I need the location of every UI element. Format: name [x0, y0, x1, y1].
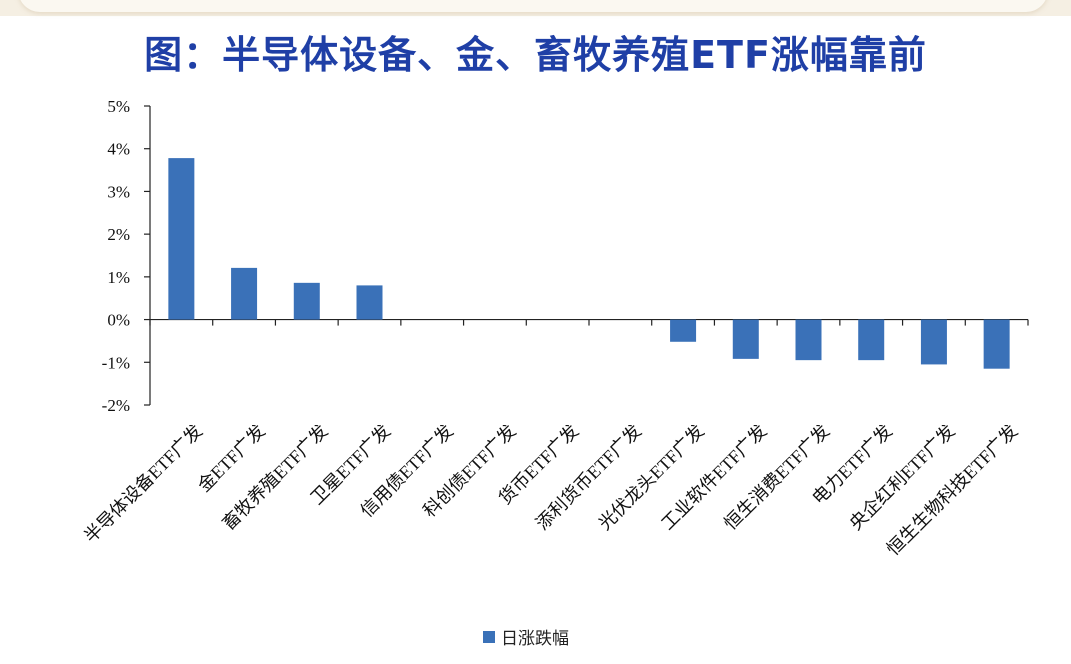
- category-label: 恒生消费ETF广发: [720, 421, 833, 534]
- bar: [168, 158, 195, 320]
- bar: [983, 319, 1010, 369]
- y-tick-label: 0%: [107, 311, 130, 330]
- y-tick-label: -2%: [102, 396, 130, 415]
- y-tick-label: 3%: [107, 182, 130, 201]
- y-tick-label: 1%: [107, 268, 130, 287]
- top-card-edge: [18, 0, 1048, 12]
- legend-swatch: [483, 630, 495, 643]
- bar: [356, 285, 383, 320]
- bar: [670, 319, 697, 342]
- category-label: 光伏龙头ETF广发: [595, 421, 708, 534]
- bar: [920, 319, 947, 365]
- legend-label: 日涨跌幅: [501, 629, 569, 649]
- top-band: [0, 0, 1071, 16]
- bar: [858, 319, 885, 361]
- category-label: 添利货币ETF广发: [532, 421, 645, 534]
- y-tick-label: 5%: [107, 97, 130, 116]
- category-label: 畜牧养殖ETF广发: [218, 420, 332, 534]
- bar: [732, 319, 759, 359]
- bar: [231, 267, 258, 320]
- legend: 日涨跌幅: [483, 624, 569, 649]
- category-label: 工业软件ETF广发: [657, 421, 770, 534]
- category-label: 半导体设备ETF广发: [80, 421, 206, 547]
- y-tick-label: 2%: [107, 225, 130, 244]
- category-label: 央企红利ETF广发: [846, 421, 959, 534]
- category-label: 恒生生物科技ETF广发: [883, 421, 1022, 560]
- y-tick-label: 4%: [107, 140, 130, 159]
- bar: [795, 319, 822, 361]
- chart-title: 图：半导体设备、金、畜牧养殖ETF涨幅靠前: [144, 33, 927, 77]
- bar: [293, 282, 320, 320]
- y-tick-label: -1%: [102, 353, 130, 372]
